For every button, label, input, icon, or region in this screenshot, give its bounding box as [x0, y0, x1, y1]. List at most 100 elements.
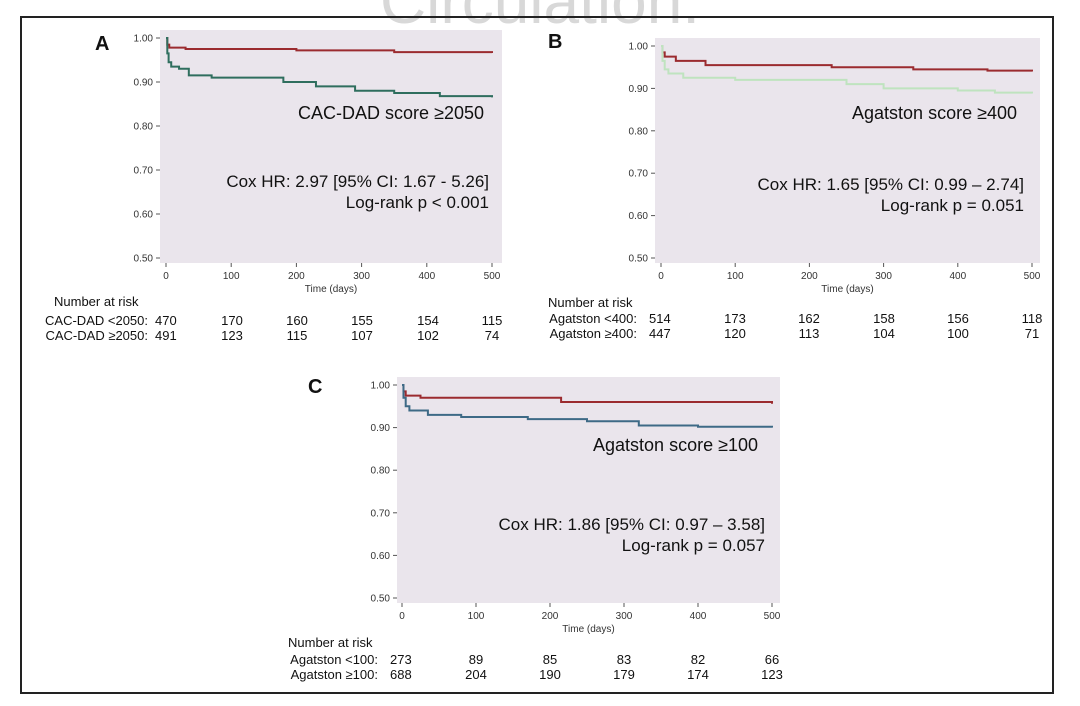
cox-hr-text: Cox HR: 1.65 [95% CI: 0.99 – 2.74] [758, 175, 1024, 194]
risk-count: 514 [649, 311, 671, 326]
risk-count: 107 [351, 328, 373, 343]
risk-row-label: Agatston <100: [290, 652, 378, 667]
y-tick-label: 0.90 [134, 78, 154, 89]
risk-count: 273 [390, 652, 412, 667]
y-tick-label: 0.80 [371, 466, 391, 477]
km-panel-b: 0.50 0.60 0.70 0.80 0.90 1.00 0 100 200 300 400 500… [548, 31, 1042, 341]
risk-row-label: CAC-DAD <2050: [45, 313, 148, 328]
x-axis-title: Time (days) [821, 284, 873, 295]
plot-background [397, 377, 780, 603]
cox-hr-text: Cox HR: 1.86 [95% CI: 0.97 – 3.58] [499, 515, 765, 534]
x-tick-label: 200 [542, 611, 559, 622]
risk-row-label: CAC-DAD ≥2050: [45, 328, 148, 343]
y-tick-label: 0.50 [629, 254, 649, 265]
risk-count: 71 [1025, 326, 1039, 341]
x-tick-label: 300 [616, 611, 633, 622]
y-tick-label: 0.50 [371, 594, 391, 605]
x-tick-label: 100 [223, 271, 240, 282]
risk-count: 204 [465, 667, 487, 682]
risk-count: 162 [798, 311, 820, 326]
risk-count: 154 [417, 313, 439, 328]
y-tick-label: 0.80 [629, 126, 649, 137]
y-tick-label: 0.60 [629, 211, 649, 222]
risk-row-label: Agatston ≥100: [291, 667, 378, 682]
risk-row-label: Agatston ≥400: [550, 326, 637, 341]
y-tick-label: 0.80 [134, 122, 154, 133]
x-tick-label: 500 [764, 611, 781, 622]
y-tick-label: 1.00 [134, 34, 154, 45]
x-tick-label: 400 [949, 271, 966, 282]
risk-count: 66 [765, 652, 779, 667]
risk-count: 85 [543, 652, 557, 667]
y-tick-label: 1.00 [629, 42, 649, 53]
y-tick-label: 0.50 [134, 254, 154, 265]
panel-letter: A [95, 33, 109, 55]
x-tick-label: 100 [727, 271, 744, 282]
x-tick-label: 300 [875, 271, 892, 282]
risk-table-header: Number at risk [548, 295, 633, 310]
km-curve-cac-dad-2050 [166, 37, 493, 98]
risk-count: 100 [947, 326, 969, 341]
risk-count: 104 [873, 326, 895, 341]
y-tick-label: 0.70 [371, 508, 391, 519]
x-tick-label: 300 [353, 271, 370, 282]
km-panel-a: 0.50 0.60 0.70 0.80 0.90 1.00 0 100 200 300 400 500… [45, 30, 502, 343]
risk-count: 491 [155, 328, 177, 343]
risk-table-header: Number at risk [288, 635, 373, 650]
x-axis-title: Time (days) [305, 284, 357, 295]
y-tick-label: 0.70 [134, 166, 154, 177]
risk-count: 118 [1022, 311, 1043, 326]
plot-background [160, 30, 502, 263]
y-tick-label: 0.90 [371, 423, 391, 434]
risk-count: 447 [649, 326, 671, 341]
logrank-text: Log-rank p = 0.057 [622, 536, 765, 555]
figure-frame [20, 16, 1054, 694]
risk-row-label: Agatston <400: [549, 311, 637, 326]
cox-hr-text: Cox HR: 2.97 [95% CI: 1.67 - 5.26] [226, 172, 489, 191]
risk-count: 173 [724, 311, 746, 326]
logrank-text: Log-rank p < 0.001 [346, 193, 489, 212]
x-tick-label: 200 [801, 271, 818, 282]
x-tick-label: 0 [658, 271, 664, 282]
risk-count: 179 [613, 667, 635, 682]
risk-count: 155 [351, 313, 373, 328]
km-panel-c: 0.50 0.60 0.70 0.80 0.90 1.00 0 100 200 300 400 500… [288, 376, 783, 682]
x-axis-title: Time (days) [562, 624, 614, 635]
x-tick-label: 500 [1024, 271, 1041, 282]
panel-letter: C [308, 376, 322, 398]
y-tick-label: 1.00 [371, 381, 391, 392]
risk-count: 102 [417, 328, 439, 343]
risk-count: 190 [539, 667, 561, 682]
risk-count: 82 [691, 652, 705, 667]
risk-count: 123 [221, 328, 243, 343]
risk-count: 89 [469, 652, 483, 667]
risk-count: 83 [617, 652, 631, 667]
y-tick-label: 0.60 [371, 551, 391, 562]
x-tick-label: 400 [418, 271, 435, 282]
risk-count: 160 [286, 313, 308, 328]
risk-count: 115 [287, 328, 308, 343]
risk-count: 115 [482, 313, 503, 328]
km-curve-agatston-400 [661, 45, 1033, 72]
risk-count: 170 [221, 313, 243, 328]
panel-subtitle: CAC-DAD score ≥2050 [298, 103, 484, 123]
panel-letter: B [548, 31, 562, 53]
x-tick-label: 500 [484, 271, 501, 282]
risk-count: 158 [873, 311, 895, 326]
risk-count: 113 [799, 326, 820, 341]
logrank-text: Log-rank p = 0.051 [881, 196, 1024, 215]
km-curve-agatston-100 [402, 384, 773, 428]
x-tick-label: 400 [690, 611, 707, 622]
risk-count: 123 [761, 667, 783, 682]
x-tick-label: 0 [399, 611, 405, 622]
panel-subtitle: Agatston score ≥400 [852, 103, 1017, 123]
risk-count: 174 [687, 667, 709, 682]
x-tick-label: 100 [468, 611, 485, 622]
risk-table-header: Number at risk [54, 294, 139, 309]
risk-count: 74 [485, 328, 499, 343]
x-tick-label: 0 [163, 271, 169, 282]
risk-count: 470 [155, 313, 177, 328]
panel-subtitle: Agatston score ≥100 [593, 435, 758, 455]
x-tick-label: 200 [288, 271, 305, 282]
